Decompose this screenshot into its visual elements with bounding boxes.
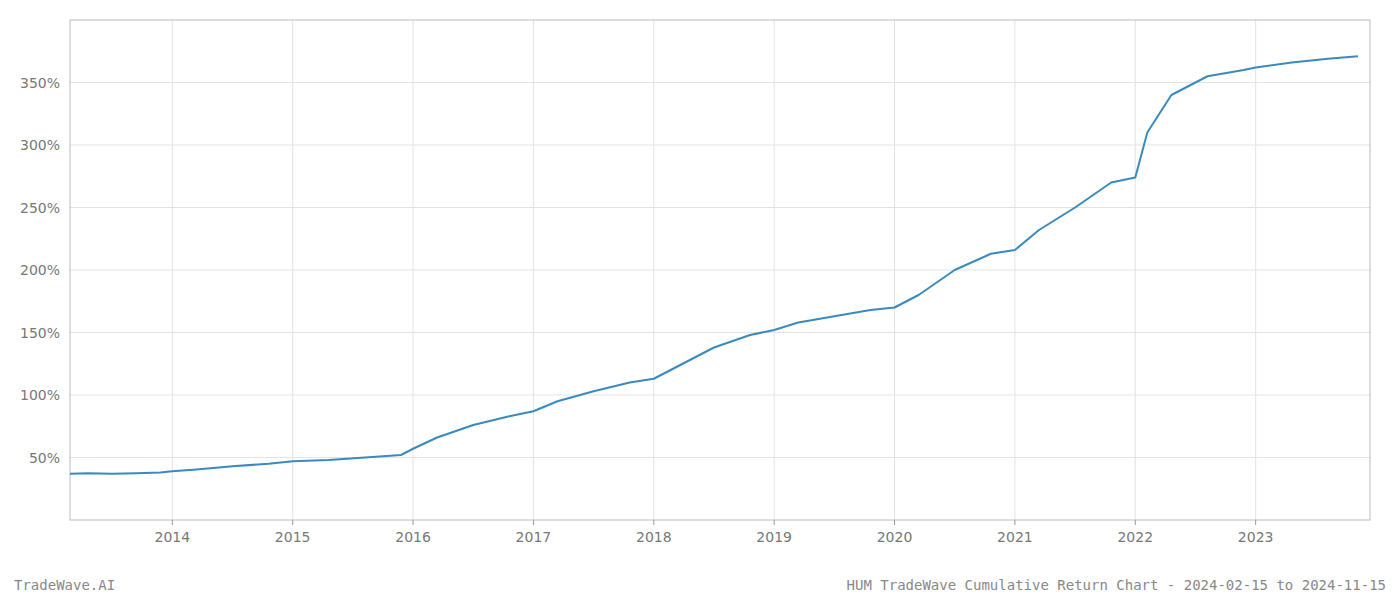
y-tick-label: 50% xyxy=(29,450,60,466)
y-tick-label: 300% xyxy=(20,137,60,153)
x-tick-label: 2015 xyxy=(275,529,311,545)
x-grid-line xyxy=(413,20,414,520)
x-tick xyxy=(894,520,895,525)
axes: 2014 2015 2016 2017 2018 2019 2020 2021 2022 2023… xyxy=(20,75,1273,546)
x-tick-label: 2021 xyxy=(997,529,1033,545)
y-tick-label: 100% xyxy=(20,387,60,403)
x-tick-label: 2014 xyxy=(154,529,190,545)
x-tick-label: 2020 xyxy=(877,529,913,545)
x-tick xyxy=(1255,520,1256,525)
y-grid-line xyxy=(70,270,1370,271)
x-tick xyxy=(1014,520,1015,525)
title: HUM TradeWave Cumulative Return Chart - … xyxy=(847,577,1386,593)
x-grid-line xyxy=(1014,20,1015,520)
grid xyxy=(70,20,1370,520)
x-tick xyxy=(413,520,414,525)
line xyxy=(70,56,1358,474)
y-grid-line xyxy=(70,207,1370,208)
x-grid-line xyxy=(774,20,775,520)
y-tick-label: 150% xyxy=(20,325,60,341)
x-tick xyxy=(533,520,534,525)
y-tick-label: 350% xyxy=(20,75,60,91)
x-grid-line xyxy=(1255,20,1256,520)
watermark: TradeWave.AI xyxy=(14,577,115,593)
y-tick-label: 250% xyxy=(20,200,60,216)
x-grid-line xyxy=(653,20,654,520)
x-tick-label: 2016 xyxy=(395,529,431,545)
y-grid-line xyxy=(70,457,1370,458)
x-grid-line xyxy=(894,20,895,520)
x-grid-line xyxy=(533,20,534,520)
x-tick-label: 2019 xyxy=(756,529,792,545)
y-tick-label: 200% xyxy=(20,262,60,278)
y-grid-line xyxy=(70,145,1370,146)
y-grid-line xyxy=(70,82,1370,83)
x-grid-line xyxy=(172,20,173,520)
x-tick-label: 2017 xyxy=(516,529,552,545)
x-grid-line xyxy=(292,20,293,520)
x-tick xyxy=(774,520,775,525)
y-grid-line xyxy=(70,395,1370,396)
x-tick xyxy=(172,520,173,525)
x-tick-label: 2018 xyxy=(636,529,672,545)
x-tick-label: 2023 xyxy=(1238,529,1274,545)
plot-frame xyxy=(70,20,1370,520)
x-tick-label: 2022 xyxy=(1117,529,1153,545)
chart: 2014 2015 2016 2017 2018 2019 2020 2021 2022 2023… xyxy=(0,0,1400,600)
x-grid-line xyxy=(1135,20,1136,520)
x-tick xyxy=(653,520,654,525)
x-tick xyxy=(1135,520,1136,525)
y-grid-line xyxy=(70,332,1370,333)
plot-area xyxy=(70,56,1358,474)
x-tick xyxy=(292,520,293,525)
